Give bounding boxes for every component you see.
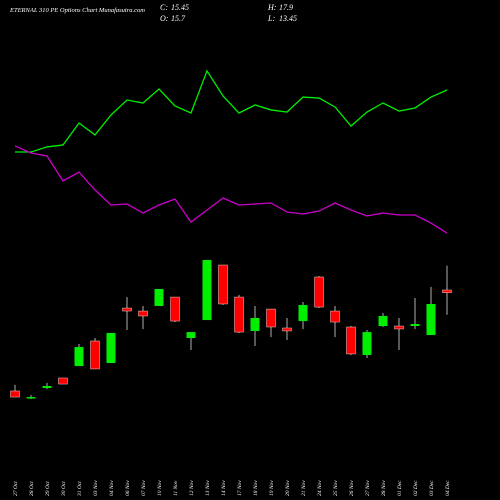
candle-body	[378, 315, 388, 327]
candle-body	[250, 317, 260, 331]
candle-body	[410, 324, 420, 327]
x-tick-label: 21 Nov	[301, 480, 307, 496]
summary-value: 15.7	[171, 14, 186, 23]
x-tick-label: 06 Nov	[125, 480, 131, 496]
candle-body	[90, 340, 100, 370]
candle-body	[298, 304, 308, 322]
summary-label: L:	[267, 14, 275, 23]
chart-title: ETERNAL 310 PE Options Chart Munafasutra…	[9, 7, 145, 14]
candle-body	[74, 347, 84, 366]
candle-body	[42, 386, 52, 389]
x-tick-label: 03 Nov	[93, 480, 99, 496]
candle-body	[58, 377, 68, 385]
candle-body	[138, 310, 148, 317]
summary-value: 15.45	[171, 3, 189, 12]
candle-body	[170, 296, 180, 322]
candle-body	[394, 325, 404, 330]
candle-body	[218, 264, 228, 305]
x-tick-label: 11 Nov	[173, 480, 179, 496]
candle-body	[202, 260, 212, 321]
summary-value: 17.9	[279, 3, 293, 12]
x-tick-label: 27 Nov	[365, 480, 371, 496]
summary-label: O:	[160, 14, 169, 23]
x-tick-label: 29 Oct	[45, 481, 51, 496]
candle-body	[426, 303, 436, 336]
x-tick-label: 20 Nov	[285, 480, 291, 496]
candle-body	[26, 397, 36, 399]
indicator-line	[14, 145, 448, 234]
candle-body	[154, 289, 164, 306]
x-tick-label: 10 Nov	[157, 480, 163, 496]
x-tick-label: 13 Nov	[205, 480, 211, 496]
candle-body	[10, 390, 20, 398]
x-tick-label: 01 Dec	[397, 480, 403, 496]
x-tick-label: 04 Nov	[108, 480, 115, 496]
x-tick-label: 17 Nov	[237, 480, 243, 496]
candle-body	[442, 289, 452, 293]
candle-body	[234, 296, 244, 333]
candle-body	[266, 308, 276, 328]
x-tick-label: 28 Nov	[381, 480, 387, 496]
x-tick-label: 03 Dec	[429, 480, 435, 496]
x-tick-label: 31 Oct	[77, 481, 83, 497]
candle-body	[330, 310, 340, 323]
summary-value: 13.45	[279, 14, 297, 23]
x-tick-label: 24 Nov	[316, 480, 323, 496]
x-tick-label: 02 Dec	[413, 480, 419, 496]
indicator-line	[15, 69, 448, 153]
x-tick-label: 18 Nov	[253, 480, 259, 496]
x-tick-label: 19 Nov	[269, 480, 275, 496]
x-tick-label: 26 Nov	[349, 480, 355, 496]
summary-label: C:	[160, 3, 168, 12]
x-tick-label: 14 Nov	[220, 480, 227, 496]
candle-body	[282, 327, 292, 332]
x-tick-label: 27 Oct	[13, 481, 19, 496]
x-tick-label: 12 Nov	[189, 480, 195, 496]
x-tick-label: 28 Oct	[29, 481, 35, 496]
candle-body	[122, 307, 132, 312]
candle-body	[362, 332, 372, 355]
x-tick-label: 25 Nov	[333, 480, 339, 496]
x-tick-label: 04 Dec	[444, 480, 451, 496]
candle-body	[106, 332, 116, 364]
candle-body	[346, 326, 356, 355]
x-tick-label: 30 Oct	[61, 481, 67, 497]
candle-body	[314, 276, 324, 308]
x-tick-label: 07 Nov	[141, 480, 147, 496]
candle-body	[186, 332, 196, 339]
summary-label: H:	[267, 3, 277, 12]
